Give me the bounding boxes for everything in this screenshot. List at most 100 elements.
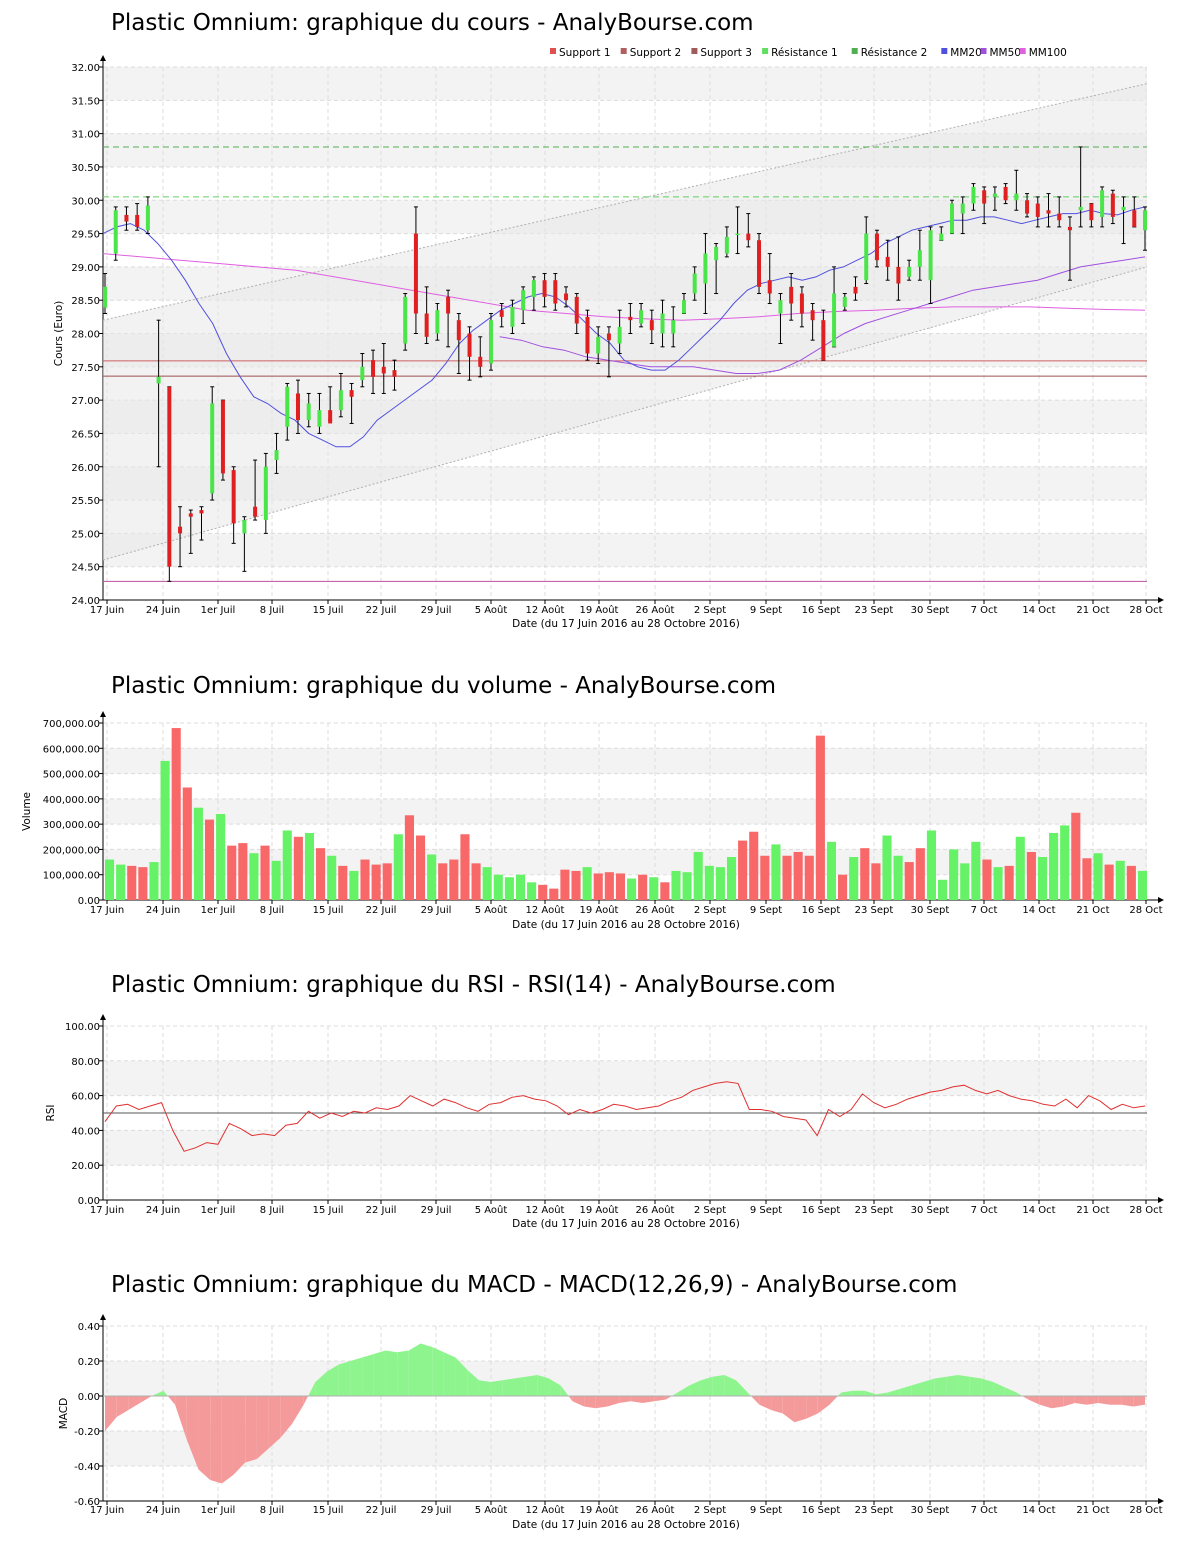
macd-area-segment [233, 1396, 246, 1475]
x-tick-label: 9 Sept [750, 1205, 782, 1216]
volume-bar [493, 874, 503, 900]
volume-bar [1004, 865, 1014, 900]
macd-area-segment [1121, 1396, 1134, 1407]
x-tick-label: 9 Sept [750, 1505, 782, 1516]
macd-area-segment [671, 1392, 678, 1396]
legend-swatch [851, 48, 858, 54]
macd-area-segment [876, 1392, 888, 1396]
candle-body [896, 266, 901, 284]
x-tick-label: 23 Sept [855, 605, 894, 616]
volume-bar [316, 848, 326, 900]
macd-area-segment [338, 1361, 351, 1396]
x-tick-label: 22 Juil [366, 1205, 397, 1216]
trend-channel [103, 83, 1147, 561]
volume-bar [615, 873, 625, 900]
macd-area-segment [654, 1396, 666, 1402]
candle-body [617, 326, 622, 344]
volume-bar [749, 831, 759, 900]
x-tick-label: 12 Août [526, 1504, 565, 1516]
x-tick-label: 17 Juin [90, 1205, 124, 1216]
candle-body [864, 233, 869, 281]
y-tick-label: 27.00 [71, 396, 100, 407]
x-tick-label: 8 Juil [260, 605, 284, 616]
volume-chart-title: Plastic Omnium: graphique du volume - An… [111, 673, 777, 699]
y-tick-label: 0.20 [78, 1357, 100, 1368]
price-chart-title: Plastic Omnium: graphique du cours - Ana… [111, 10, 754, 36]
volume-bar [360, 859, 370, 900]
volume-bar [1026, 851, 1036, 900]
x-tick-label: 7 Oct [971, 1505, 998, 1516]
candle-body [735, 233, 740, 236]
mm100-line [102, 253, 1146, 321]
candle-body [424, 313, 429, 337]
volume-bar [338, 865, 348, 900]
y-tick-label: 26.50 [71, 429, 100, 440]
volume-bar [105, 859, 115, 900]
candle-body [403, 296, 408, 344]
candle-body [263, 466, 268, 521]
candle-body [832, 293, 837, 347]
x-axis-arrow [1158, 897, 1164, 903]
macd-area-segment [782, 1396, 795, 1423]
macd-area-segment [502, 1378, 514, 1396]
y-tick-label: 100.00 [65, 1022, 100, 1033]
background-band [103, 1060, 1147, 1096]
x-tick-label: 15 Juil [313, 1205, 344, 1216]
volume-bar [915, 848, 925, 900]
macd-area-segment [315, 1371, 328, 1396]
candle-body [724, 236, 729, 254]
candle-body [789, 286, 794, 304]
rsi-chart-panel: Plastic Omnium: graphique du RSI - RSI(1… [0, 960, 1200, 1240]
volume-bar [926, 830, 936, 900]
volume-bar [582, 867, 592, 900]
y-axis-arrow [100, 1014, 106, 1020]
x-tick-label: 23 Sept [855, 905, 894, 916]
volume-bar [638, 874, 648, 900]
volume-bar [593, 873, 603, 900]
x-tick-label: 9 Sept [750, 605, 782, 616]
y-tick-label: 0.40 [78, 1322, 100, 1333]
macd-area-segment [397, 1350, 409, 1396]
candle-body [542, 280, 547, 297]
candle-body [671, 320, 676, 334]
candle-body [799, 293, 804, 314]
volume-bar [227, 845, 237, 900]
y-tick-label: 28.00 [71, 330, 100, 341]
volume-bar [138, 867, 148, 900]
volume-bar [449, 859, 459, 900]
x-tick-label: 30 Sept [911, 1205, 950, 1216]
candle-body [360, 366, 365, 381]
candle-body [392, 370, 397, 377]
macd-area-segment [700, 1376, 713, 1396]
x-tick-label: 2 Sept [694, 605, 726, 616]
volume-bar [549, 888, 559, 900]
macd-area-segment [268, 1396, 281, 1449]
volume-bar [871, 863, 881, 900]
macd-area-segment [630, 1396, 643, 1403]
candle-body [242, 520, 247, 534]
x-tick-label: 26 Août [636, 604, 675, 616]
x-tick-label: 17 Juin [90, 605, 124, 616]
x-tick-label: 8 Juil [260, 905, 284, 916]
macd-area-segment [116, 1396, 129, 1417]
volume-bar [604, 872, 614, 900]
y-tick-label: 20.00 [71, 1161, 100, 1172]
volume-bar [671, 870, 681, 900]
candle-body [285, 386, 290, 427]
y-axis-label: RSI [45, 1104, 57, 1121]
volume-bar [504, 877, 514, 900]
x-axis-label: Date (du 17 Juin 2016 au 28 Octobre 2016… [512, 919, 740, 931]
candle-body [692, 273, 697, 294]
macd-area-segment [1016, 1392, 1023, 1396]
x-axis-arrow [1158, 1498, 1164, 1504]
candle-body [821, 320, 826, 361]
candle-body [446, 296, 451, 314]
candle-body [188, 513, 193, 517]
candle-body [564, 293, 569, 301]
volume-bar [1071, 812, 1081, 900]
macd-area-segment [689, 1380, 701, 1396]
candle-body [1078, 206, 1083, 211]
volume-bar [171, 728, 181, 900]
rsi-chart-title: Plastic Omnium: graphique du RSI - RSI(1… [111, 972, 836, 998]
x-tick-label: 17 Juin [90, 905, 124, 916]
